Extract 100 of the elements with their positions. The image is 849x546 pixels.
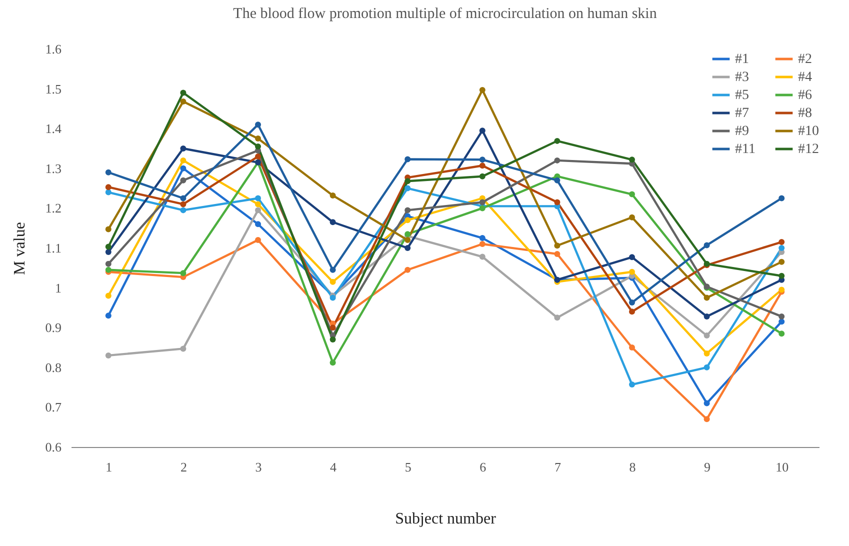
point <box>330 324 336 331</box>
point <box>180 270 186 276</box>
point <box>704 416 710 422</box>
point <box>479 156 486 163</box>
point <box>255 144 261 150</box>
point <box>629 254 635 260</box>
point <box>105 184 112 190</box>
point <box>255 237 261 244</box>
point <box>105 189 112 196</box>
point <box>629 382 635 388</box>
y-tick-label: 1.4 <box>45 121 62 136</box>
legend-label: #12 <box>798 142 819 157</box>
point <box>255 195 261 202</box>
x-tick-label: 8 <box>629 460 636 474</box>
point <box>255 122 261 128</box>
point <box>554 138 560 144</box>
point <box>554 250 560 257</box>
point <box>404 266 411 273</box>
point <box>629 344 635 350</box>
point <box>778 258 785 265</box>
point <box>479 235 486 242</box>
point <box>255 136 261 142</box>
point <box>180 207 186 214</box>
point <box>629 214 635 220</box>
point <box>180 165 186 172</box>
x-tick-label: 5 <box>404 460 412 474</box>
point <box>105 248 112 255</box>
point <box>105 226 112 232</box>
y-tick-label: 1.1 <box>45 240 62 256</box>
point <box>778 318 785 325</box>
x-tick-label: 4 <box>330 460 338 474</box>
point <box>180 177 186 184</box>
point <box>629 300 635 306</box>
point <box>704 294 710 301</box>
y-tick-label: 1.5 <box>45 81 62 96</box>
point <box>330 266 336 273</box>
point <box>105 292 112 299</box>
point <box>404 207 411 214</box>
point <box>704 242 710 248</box>
point <box>180 201 186 208</box>
point <box>704 350 710 356</box>
chart-title: The blood flow promotion multiple of microcirculation on human skin <box>233 6 658 22</box>
legend-label: #2 <box>798 52 812 67</box>
point <box>105 260 112 267</box>
x-tick-label: 6 <box>480 460 487 474</box>
point <box>778 330 785 337</box>
point <box>404 156 411 162</box>
y-tick-label: 1.6 <box>45 42 62 56</box>
point <box>479 199 486 206</box>
y-tick-label: 1 <box>55 280 62 296</box>
point <box>554 242 560 249</box>
y-tick-label: 0.9 <box>45 320 62 336</box>
point <box>330 219 336 226</box>
point <box>330 278 336 285</box>
x-tick-label: 9 <box>704 460 711 474</box>
point <box>255 207 261 214</box>
point <box>180 195 186 202</box>
point <box>105 244 112 250</box>
point <box>180 157 186 164</box>
x-tick-label: 7 <box>554 460 562 474</box>
point <box>105 312 112 319</box>
point <box>778 272 785 279</box>
point <box>554 157 560 164</box>
point <box>255 221 261 228</box>
point <box>255 201 261 208</box>
legend-label: #7 <box>735 106 749 121</box>
point <box>704 364 710 370</box>
legend-label: #5 <box>735 88 749 103</box>
point <box>629 268 635 275</box>
point <box>704 400 710 406</box>
point <box>479 254 486 260</box>
x-tick-label: 1 <box>106 460 112 474</box>
y-tick-label: 0.7 <box>45 400 62 415</box>
legend-label: #3 <box>735 70 749 85</box>
point <box>629 191 635 198</box>
point <box>105 169 112 176</box>
point <box>479 128 486 134</box>
point <box>180 98 186 105</box>
point <box>404 217 411 224</box>
legend-label: #8 <box>798 106 812 121</box>
y-axis-title: M value <box>11 222 28 275</box>
point <box>180 146 186 152</box>
point <box>704 332 710 339</box>
x-tick-label: 3 <box>255 460 262 474</box>
point <box>105 352 112 358</box>
point <box>255 153 261 160</box>
point <box>704 313 710 320</box>
legend-label: #6 <box>798 88 812 103</box>
point <box>479 162 486 169</box>
x-tick-label: 10 <box>776 460 789 474</box>
point <box>479 87 486 93</box>
point <box>554 177 560 184</box>
point <box>554 314 560 321</box>
y-tick-label: 0.8 <box>45 360 62 375</box>
point <box>330 192 336 198</box>
legend-label: #4 <box>798 70 812 85</box>
point <box>778 313 785 320</box>
point <box>330 336 336 343</box>
point <box>404 185 411 192</box>
point <box>180 346 186 352</box>
